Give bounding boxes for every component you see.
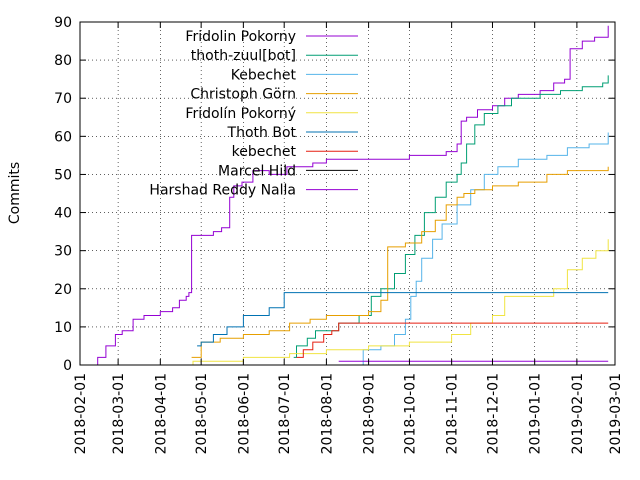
legend-label: Fridolín Pokorný	[185, 106, 296, 122]
x-tick-label: 2018-10-01	[402, 373, 418, 454]
legend-label: kebechet	[232, 144, 297, 160]
y-axis-title: Commits	[7, 162, 23, 224]
series-line-6	[296, 322, 609, 358]
series-lines	[80, 25, 609, 366]
y-tick-label: 30	[54, 244, 72, 260]
x-tick-label: 2018-09-01	[362, 373, 378, 454]
x-tick-label: 2018-04-01	[153, 373, 169, 454]
series-line-4	[80, 239, 609, 366]
legend-label: thoth-zuul[bot]	[191, 48, 296, 64]
x-tick-label: 2018-08-01	[319, 373, 335, 454]
y-tick-label: 70	[54, 91, 72, 107]
x-tick-label: 2018-05-01	[194, 373, 210, 454]
legend-label: Marcel Hild	[218, 163, 296, 179]
axis-ticks: 0 10 20 30 40 50 60 70 80 90 2018-02-01 2018-03-01 2…	[54, 15, 624, 454]
legend: Fridolin Pokorny thoth-zuul[bot] Kebechet C…	[149, 29, 358, 199]
y-tick-label: 20	[54, 282, 72, 298]
legend-label: Harshad Reddy Nalla	[149, 183, 296, 199]
series-line-0	[90, 25, 609, 366]
x-tick-label: 2019-01-01	[528, 373, 544, 454]
x-tick-label: 2018-12-01	[485, 373, 501, 454]
y-tick-label: 90	[54, 15, 72, 31]
y-tick-label: 80	[54, 53, 72, 69]
x-tick-label: 2019-02-01	[570, 373, 586, 454]
series-line-2	[345, 132, 609, 366]
x-tick-label: 2018-07-01	[277, 373, 293, 454]
series-line-3	[191, 166, 609, 358]
y-tick-label: 10	[54, 320, 72, 336]
x-tick-label: 2018-06-01	[236, 373, 252, 454]
series-line-5	[197, 292, 609, 347]
x-tick-label: 2018-03-01	[111, 373, 127, 454]
y-tick-label: 40	[54, 206, 72, 222]
y-tick-label: 50	[54, 167, 72, 183]
legend-label: Fridolin Pokorny	[185, 29, 296, 45]
legend-label: Christoph Görn	[190, 87, 296, 103]
legend-label: Kebechet	[231, 67, 297, 83]
x-tick-label: 2018-02-01	[73, 373, 89, 454]
y-tick-label: 0	[63, 358, 72, 374]
legend-label: Thoth Bot	[227, 125, 297, 141]
y-tick-label: 60	[54, 129, 72, 145]
x-tick-label: 2019-03-01	[608, 373, 624, 454]
x-tick-label: 2018-11-01	[445, 373, 461, 454]
plot-frame	[79, 21, 616, 366]
